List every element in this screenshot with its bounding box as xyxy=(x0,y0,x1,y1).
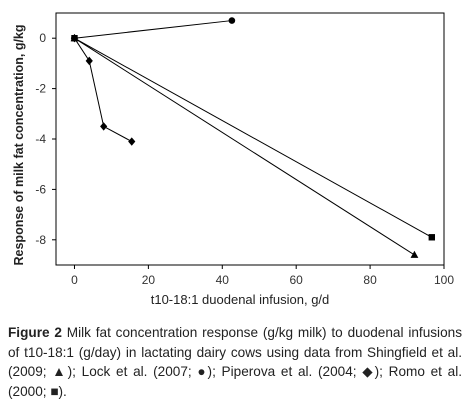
plot-frame xyxy=(55,12,445,266)
series-line-circle xyxy=(74,20,232,39)
x-axis-title: t10-18:1 duodenal infusion, g/d xyxy=(151,292,330,307)
marker-circle xyxy=(228,17,236,24)
series-line-square xyxy=(74,37,433,238)
series-lines xyxy=(74,20,433,256)
series-markers xyxy=(70,17,436,258)
marker-diamond xyxy=(128,137,136,146)
y-tick-label: -2 xyxy=(35,82,46,96)
y-axis-title: Response of milk fat concentration, g/kg xyxy=(12,24,26,265)
caption-label: Figure 2 xyxy=(8,325,62,340)
y-tick-label: -6 xyxy=(35,182,46,196)
series-line-diamond xyxy=(74,37,132,142)
x-tick-label: 80 xyxy=(363,273,377,287)
x-tick-label: 100 xyxy=(434,273,454,287)
x-tick-label: 40 xyxy=(216,273,230,287)
figure-caption: Figure 2 Milk fat concentration response… xyxy=(8,323,462,401)
y-tick-label: -8 xyxy=(35,233,46,247)
x-tick-label: 20 xyxy=(142,273,156,287)
x-tick-label: 60 xyxy=(290,273,304,287)
marker-triangle xyxy=(410,250,419,258)
y-tick-label: -4 xyxy=(35,132,46,146)
plot-area-border xyxy=(55,12,445,266)
y-axis-ticks: 0 -2 -4 -6 -8 xyxy=(35,31,56,247)
x-axis-ticks: 0 20 40 60 80 100 xyxy=(71,265,454,287)
series-line-triangle xyxy=(74,37,415,256)
caption-text: Milk fat concentration response (g/kg mi… xyxy=(8,325,462,399)
marker-diamond xyxy=(85,56,93,66)
marker-diamond xyxy=(100,122,108,131)
marker-square xyxy=(428,234,436,241)
chart: 0 20 40 60 80 100 0 -2 -4 -6 -8 t10-18:1 duodenal… xyxy=(12,12,454,307)
y-tick-label: 0 xyxy=(39,31,46,45)
x-tick-label: 0 xyxy=(71,273,78,287)
marker-square xyxy=(71,35,78,42)
